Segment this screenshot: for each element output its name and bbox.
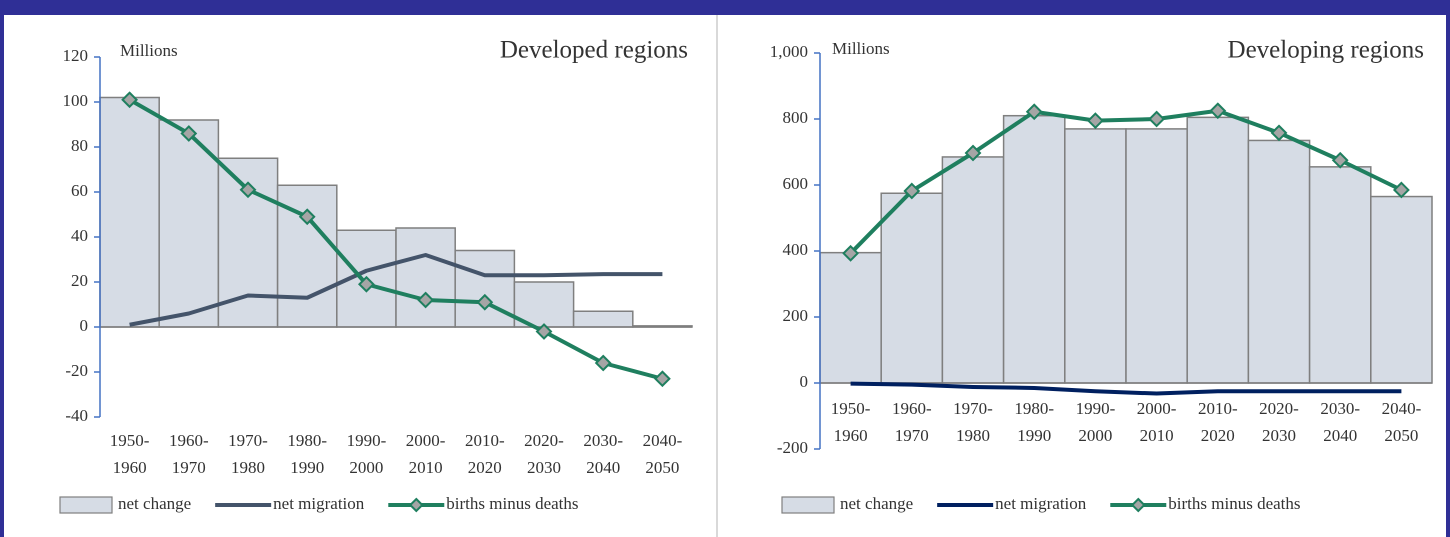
legend-item: net migration — [215, 494, 365, 513]
chart-title: Developed regions — [500, 37, 688, 64]
y-tick-label: 1,000 — [770, 42, 808, 61]
marker — [1148, 110, 1166, 128]
legend-item: net change — [781, 494, 913, 514]
left-frame — [0, 0, 4, 537]
series-line — [850, 381, 1402, 396]
x-tick-label: 1990-2000 — [347, 431, 387, 477]
bar — [513, 281, 575, 328]
y-tick-label: 100 — [63, 91, 89, 110]
x-tick-label: 2000-2010 — [1137, 399, 1177, 445]
x-tick-label: 2020-2030 — [524, 431, 564, 477]
y-tick-label: 20 — [71, 271, 88, 290]
axis-unit: Millions — [832, 39, 890, 58]
y-tick-label: -20 — [65, 361, 88, 380]
y-tick-label: -40 — [65, 406, 88, 425]
y-tick-label: 600 — [783, 174, 809, 193]
y-tick-label: -200 — [777, 438, 808, 457]
bar — [395, 227, 456, 328]
legend-item: births minus deaths — [1110, 494, 1301, 513]
x-tick-label: 2020-2030 — [1259, 399, 1299, 445]
right-frame — [1446, 0, 1450, 537]
top-frame — [0, 0, 1450, 15]
marker — [476, 293, 494, 311]
bar — [99, 96, 160, 328]
x-tick-label: 2000-2010 — [406, 431, 446, 477]
bar — [819, 251, 882, 384]
marker — [1086, 112, 1104, 130]
series-line — [129, 253, 663, 327]
x-tick-label: 1950-1960 — [831, 399, 871, 445]
marker — [1270, 124, 1288, 142]
x-tick-label: 1970-1980 — [953, 399, 993, 445]
legend-item: net migration — [937, 494, 1087, 513]
x-tick-label: 1980-1990 — [287, 431, 327, 477]
x-tick-label: 2040-2050 — [643, 431, 683, 477]
bar — [572, 310, 634, 328]
bar — [1125, 128, 1188, 384]
x-tick-label: 2010-2020 — [465, 431, 505, 477]
bar — [1064, 128, 1127, 384]
bar — [1002, 114, 1066, 384]
y-tick-label: 400 — [783, 240, 809, 259]
marker — [842, 244, 860, 262]
marker — [298, 208, 316, 226]
legend-item: net change — [59, 494, 191, 514]
marker — [417, 291, 435, 309]
y-tick-label: 40 — [71, 226, 88, 245]
chart-title: Developing regions — [1228, 37, 1424, 64]
legend-label: net change — [840, 494, 913, 513]
x-tick-label: 2030-2040 — [1320, 399, 1360, 445]
marker — [1025, 103, 1043, 121]
series-line — [849, 108, 1403, 255]
marker — [1331, 151, 1349, 169]
marker — [653, 370, 671, 388]
y-tick-label: 200 — [783, 306, 809, 325]
x-tick-label: 1990-2000 — [1076, 399, 1116, 445]
legend-marker — [408, 497, 424, 513]
legend-label: births minus deaths — [1168, 494, 1300, 513]
x-tick-label: 1960-1970 — [892, 399, 932, 445]
bar — [1308, 166, 1372, 384]
bar — [941, 156, 1005, 384]
bar — [1186, 116, 1250, 384]
bar — [1247, 139, 1311, 384]
marker — [903, 182, 921, 200]
legend-swatch — [59, 496, 113, 514]
y-tick-label: 0 — [800, 372, 809, 391]
bar — [1370, 195, 1433, 384]
marker — [535, 323, 553, 340]
y-tick-label: 120 — [63, 46, 89, 65]
legend-marker — [1130, 497, 1146, 513]
x-tick-label: 2040-2050 — [1382, 399, 1422, 445]
bar — [880, 192, 944, 384]
marker — [1392, 181, 1410, 199]
legend-label: net migration — [995, 494, 1087, 513]
legend-label: net migration — [273, 494, 365, 513]
y-tick-label: 800 — [783, 108, 809, 127]
axis-unit: Millions — [120, 41, 178, 60]
x-tick-label: 1960-1970 — [169, 431, 209, 477]
x-tick-label: 2010-2020 — [1198, 399, 1238, 445]
x-tick-label: 1980-1990 — [1014, 399, 1054, 445]
legend-label: births minus deaths — [446, 494, 578, 513]
series-line — [128, 98, 663, 381]
legend-item: births minus deaths — [388, 494, 579, 513]
y-tick-label: 60 — [71, 181, 88, 200]
marker — [180, 125, 198, 142]
marker — [357, 275, 375, 293]
x-tick-label: 2030-2040 — [583, 431, 623, 477]
y-tick-label: 80 — [71, 136, 88, 155]
bar — [454, 249, 516, 328]
marker — [121, 91, 139, 109]
legend-label: net change — [118, 494, 191, 513]
y-tick-label: 0 — [80, 316, 89, 335]
legend-swatch — [781, 496, 835, 514]
marker — [594, 354, 612, 372]
marker — [964, 144, 982, 162]
marker — [1209, 102, 1227, 120]
x-tick-label: 1970-1980 — [228, 431, 268, 477]
marker — [239, 181, 257, 199]
x-tick-label: 1950-1960 — [110, 431, 150, 477]
